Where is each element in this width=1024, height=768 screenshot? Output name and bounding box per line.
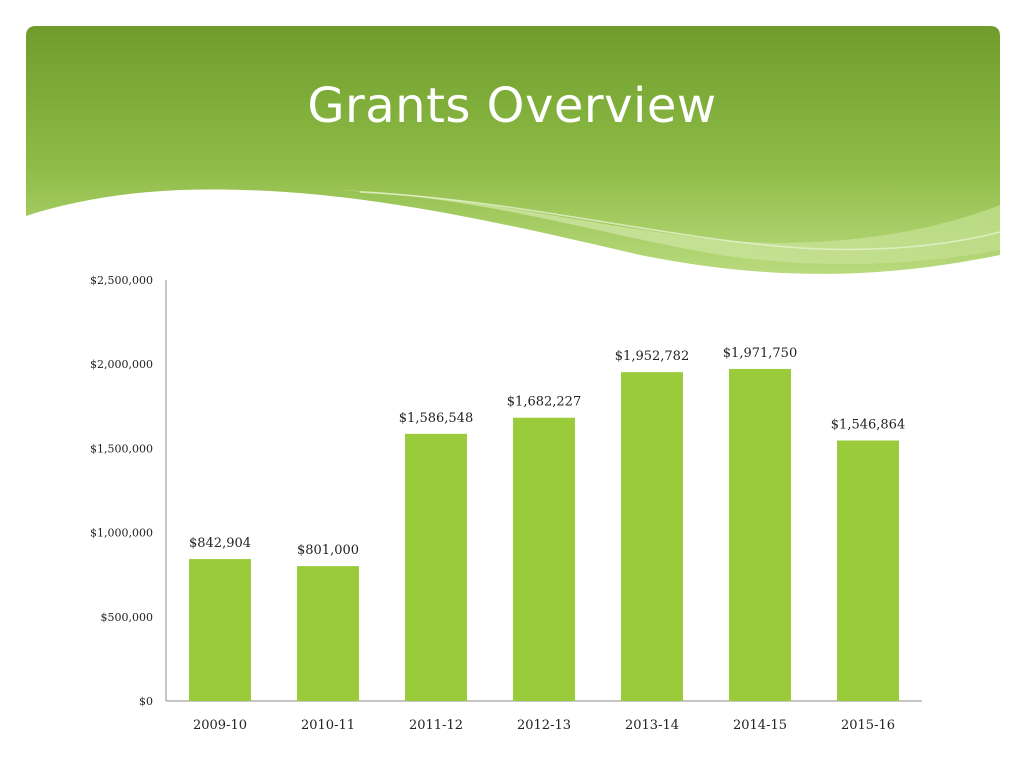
data-labels: $842,904 $801,000 $1,586,548 $1,682,227 $1,9… — [189, 346, 905, 558]
x-tick-label-2010-11: 2010-11 — [301, 718, 355, 733]
y-axis-tick-labels: $0 $500,000 $1,000,000 $1,500,000 $2,000,000… — [90, 274, 153, 708]
x-tick-label-2009-10: 2009-10 — [193, 718, 247, 733]
banner-swoosh-line — [359, 191, 1001, 251]
data-label-2012-13: $1,682,227 — [507, 395, 581, 410]
x-tick-label-2013-14: 2013-14 — [625, 718, 679, 733]
header-banner — [26, 26, 1001, 274]
x-tick-label-2012-13: 2012-13 — [517, 718, 571, 733]
bar-2014-15 — [729, 368, 791, 701]
data-label-2013-14: $1,952,782 — [615, 349, 689, 364]
banner-shape — [26, 26, 1000, 274]
slide-title: Grants Overview — [307, 78, 717, 134]
x-axis-tick-labels: 2009-10 2010-11 2011-12 2012-13 2013-14 2014-… — [193, 718, 895, 733]
grants-bar-chart: $0 $500,000 $1,000,000 $1,500,000 $2,000,000… — [90, 274, 922, 733]
x-tick-label-2014-15: 2014-15 — [733, 718, 787, 733]
banner-swoosh — [330, 190, 1000, 265]
data-label-2009-10: $842,904 — [189, 536, 251, 551]
bar-2010-11 — [297, 566, 359, 701]
y-tick-label: $0 — [139, 695, 153, 708]
y-tick-label: $2,000,000 — [90, 358, 153, 371]
bar-2011-12 — [405, 433, 467, 701]
x-tick-label-2011-12: 2011-12 — [409, 718, 463, 733]
bars — [189, 368, 899, 701]
y-tick-label: $1,000,000 — [90, 527, 153, 540]
bar-2009-10 — [189, 559, 251, 701]
bar-2013-14 — [621, 372, 683, 701]
bar-2012-13 — [513, 417, 575, 701]
y-tick-label: $2,500,000 — [90, 274, 153, 287]
data-label-2010-11: $801,000 — [297, 543, 359, 558]
data-label-2014-15: $1,971,750 — [723, 346, 797, 361]
y-tick-label: $1,500,000 — [90, 442, 153, 455]
data-label-2015-16: $1,546,864 — [831, 418, 905, 433]
bar-2015-16 — [837, 440, 899, 701]
x-tick-label-2015-16: 2015-16 — [841, 718, 895, 733]
y-tick-label: $500,000 — [101, 611, 154, 624]
data-label-2011-12: $1,586,548 — [399, 411, 473, 426]
